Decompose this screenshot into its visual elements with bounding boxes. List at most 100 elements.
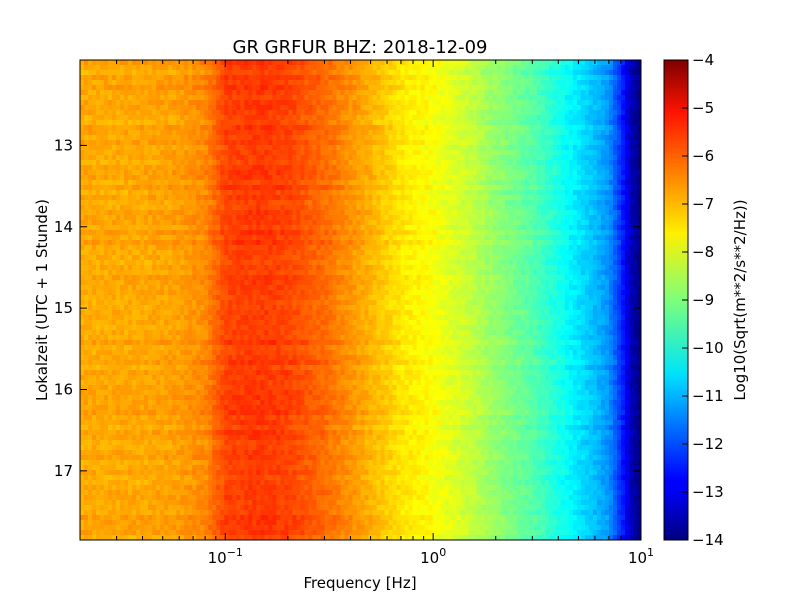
heatmap-cell — [600, 180, 606, 186]
heatmap-cell — [228, 205, 233, 211]
heatmap-cell — [432, 100, 438, 106]
heatmap-cell — [272, 65, 277, 71]
heatmap-cell — [288, 80, 293, 86]
heatmap-cell — [596, 220, 602, 226]
heatmap-cell — [472, 75, 478, 81]
heatmap-cell — [280, 100, 285, 106]
heatmap-cell — [260, 85, 265, 91]
heatmap-cell — [248, 150, 253, 156]
heatmap-cell — [580, 185, 586, 191]
heatmap-cell — [384, 145, 389, 151]
heatmap-cell — [120, 65, 125, 71]
heatmap-cell — [92, 205, 97, 211]
heatmap-cell — [384, 220, 389, 226]
heatmap-cell — [540, 75, 546, 81]
heatmap-cell — [328, 185, 333, 191]
heatmap-cell — [620, 120, 626, 126]
heatmap-cell — [496, 220, 502, 226]
heatmap-cell — [240, 60, 245, 66]
heatmap-cell — [440, 215, 446, 221]
heatmap-cell — [204, 230, 209, 236]
heatmap-cell — [588, 65, 594, 71]
heatmap-cell — [108, 85, 113, 91]
heatmap-cell — [112, 140, 117, 146]
heatmap-cell — [292, 60, 297, 66]
heatmap-cell — [584, 130, 590, 136]
heatmap-cell — [616, 80, 622, 86]
heatmap-cell — [252, 65, 257, 71]
heatmap-cell — [492, 120, 498, 126]
heatmap-cell — [460, 105, 466, 111]
heatmap-cell — [340, 95, 345, 101]
heatmap-cell — [432, 200, 438, 206]
heatmap-cell — [448, 165, 454, 171]
heatmap-cell — [536, 100, 542, 106]
heatmap-cell — [444, 155, 450, 161]
heatmap-cell — [616, 160, 622, 166]
heatmap-cell — [576, 125, 582, 131]
heatmap-cell — [300, 230, 305, 236]
heatmap-cell — [112, 115, 117, 121]
heatmap-cell — [380, 65, 385, 71]
heatmap-cell — [264, 210, 269, 216]
heatmap-cell — [624, 70, 630, 76]
heatmap-cell — [432, 210, 438, 216]
heatmap-cell — [520, 205, 526, 211]
heatmap-cell — [584, 190, 590, 196]
heatmap-cell — [572, 195, 578, 201]
heatmap-cell — [120, 225, 125, 231]
heatmap-cell — [484, 95, 490, 101]
heatmap-cell — [488, 90, 494, 96]
heatmap-cell — [248, 185, 253, 191]
heatmap-cell — [348, 90, 353, 96]
heatmap-cell — [164, 105, 169, 111]
heatmap-cell — [336, 170, 341, 176]
heatmap-cell — [352, 65, 357, 71]
heatmap-cell — [116, 120, 121, 126]
heatmap-cell — [344, 65, 349, 71]
heatmap-cell — [208, 190, 213, 196]
heatmap-cell — [440, 170, 446, 176]
heatmap-cell — [420, 80, 426, 86]
heatmap-cell — [628, 70, 634, 76]
heatmap-cell — [204, 160, 209, 166]
heatmap-cell — [384, 180, 389, 186]
heatmap-cell — [276, 150, 281, 156]
heatmap-cell — [148, 235, 153, 241]
heatmap-cell — [428, 160, 434, 166]
heatmap-cell — [432, 80, 438, 86]
heatmap-cell — [312, 115, 317, 121]
heatmap-cell — [472, 120, 478, 126]
heatmap-cell — [540, 215, 546, 221]
heatmap-cell — [548, 200, 554, 206]
heatmap-cell — [468, 75, 474, 81]
heatmap-cell — [252, 85, 257, 91]
heatmap-cell — [140, 115, 145, 121]
heatmap-cell — [500, 175, 506, 181]
heatmap-cell — [564, 185, 570, 191]
heatmap-cell — [96, 135, 101, 141]
heatmap-cell — [584, 210, 590, 216]
heatmap-cell — [408, 120, 413, 126]
heatmap-cell — [284, 205, 289, 211]
heatmap-cell — [224, 65, 229, 71]
heatmap-cell — [592, 125, 598, 131]
heatmap-cell — [296, 200, 301, 206]
heatmap-cell — [180, 225, 185, 231]
heatmap-cell — [488, 100, 494, 106]
heatmap-cell — [340, 175, 345, 181]
heatmap-cell — [436, 65, 442, 71]
heatmap-cell — [296, 195, 301, 201]
heatmap-cell — [632, 155, 638, 161]
heatmap-cell — [420, 225, 426, 231]
heatmap-cell — [188, 185, 193, 191]
heatmap-cell — [192, 140, 197, 146]
heatmap-cell — [512, 215, 518, 221]
heatmap-cell — [228, 80, 233, 86]
heatmap-cell — [264, 125, 269, 131]
heatmap-cell — [408, 150, 413, 156]
heatmap-cell — [252, 230, 257, 236]
heatmap-cell — [368, 185, 373, 191]
heatmap-cell — [112, 165, 117, 171]
heatmap-cell — [456, 150, 462, 156]
